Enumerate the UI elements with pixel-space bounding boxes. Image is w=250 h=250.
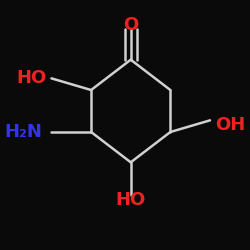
Text: O: O: [123, 16, 138, 34]
Text: OH: OH: [215, 116, 245, 134]
Text: H₂N: H₂N: [4, 123, 42, 141]
Text: HO: HO: [116, 190, 146, 208]
Text: HO: HO: [16, 69, 47, 87]
